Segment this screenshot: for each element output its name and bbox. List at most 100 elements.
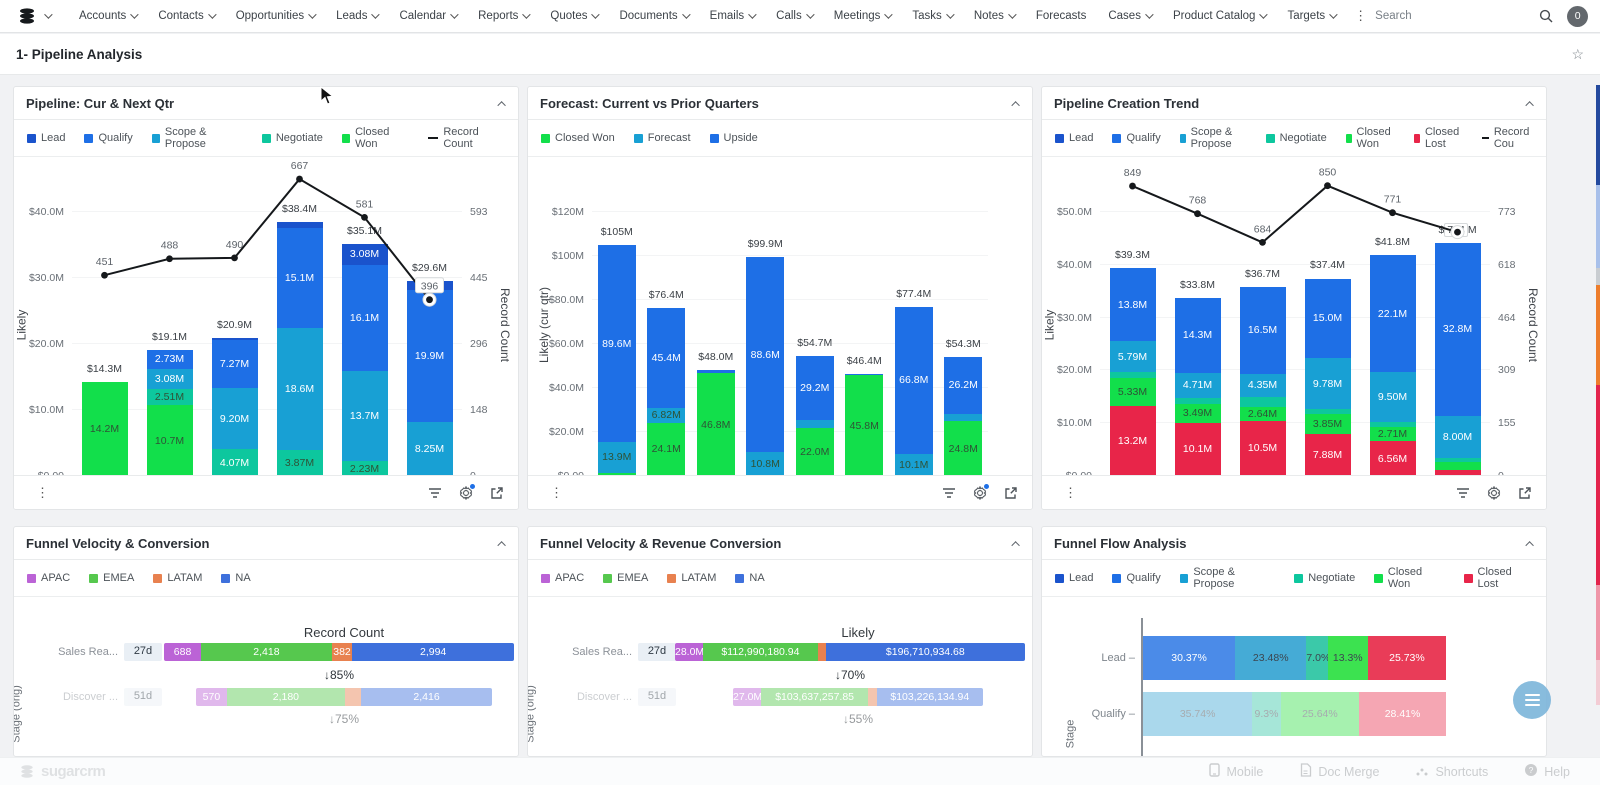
chart-bar-2023-may[interactable]: 3.87M 18.6M 15.1M [276, 222, 323, 476]
collapse-chevron-icon[interactable] [497, 534, 506, 552]
legend-item-scope-propose[interactable]: Scope & Propose [151, 126, 243, 150]
chart-bar-2023-mar[interactable]: 10.7M 2.51M 3.08M 2.73M [146, 350, 193, 476]
legend-item-closed-won[interactable]: Closed Won [1374, 566, 1445, 590]
flow-segment[interactable]: 9.3% [1252, 692, 1281, 736]
bar-segment[interactable] [1304, 409, 1351, 415]
bar-segment[interactable]: 3.85M [1304, 414, 1351, 435]
nav-item-calendar[interactable]: Calendar [399, 10, 459, 22]
nav-item-forecasts[interactable]: Forecasts [1036, 10, 1087, 22]
nav-item-documents[interactable]: Documents [619, 10, 691, 22]
bar-segment[interactable]: 3.49M [1174, 404, 1221, 423]
legend-item-apac[interactable]: APAC [541, 572, 584, 584]
chart-bar-2023-feb[interactable]: 8.00M 32.8M [1434, 242, 1481, 476]
funnel-segment[interactable] [817, 643, 826, 661]
chart-bar-2023-feb[interactable]: 14.2M [81, 382, 128, 476]
bar-segment[interactable]: 6.82M [647, 407, 686, 423]
favorite-star-icon[interactable]: ☆ [1571, 45, 1584, 62]
bar-segment[interactable]: 9.20M [211, 388, 258, 450]
flow-segment[interactable]: 35.74% [1143, 692, 1253, 736]
legend-item-scope-propose[interactable]: Scope & Propose [1179, 126, 1247, 150]
nav-item-leads[interactable]: Leads [336, 10, 381, 22]
bar-segment[interactable] [845, 373, 884, 376]
bar-segment[interactable]: 9.50M [1369, 372, 1416, 423]
funnel-segment[interactable]: $103,637,257.85 [760, 688, 869, 706]
bar-segment[interactable]: 3.08M [341, 244, 388, 265]
funnel-days-badge[interactable]: 51d [124, 688, 162, 706]
flow-segment[interactable]: 13.3% [1327, 636, 1368, 680]
filter-icon[interactable] [428, 487, 442, 499]
bar-segment[interactable]: 3.87M [276, 450, 323, 476]
bar-segment[interactable]: 4.35M [1239, 373, 1286, 397]
bar-segment[interactable] [1434, 461, 1481, 470]
funnel-segment[interactable]: $112,990,180.94 [703, 643, 818, 661]
legend-item-closed-won[interactable]: Closed Won [1345, 126, 1395, 150]
filter-icon[interactable] [942, 487, 956, 499]
bar-segment[interactable] [1174, 397, 1221, 405]
dashlet-menu-kebab-icon[interactable]: ⋮ [1064, 484, 1077, 500]
legend-item-lead[interactable]: Lead [1055, 572, 1093, 584]
chart-bar-2022-dec[interactable]: 7.88M 3.85M 9.78M 15.0M [1304, 278, 1351, 476]
bar-segment[interactable] [1434, 469, 1481, 476]
legend-item-qualify[interactable]: Qualify [1112, 132, 1161, 144]
legend-item-scope-propose[interactable]: Scope & Propose [1179, 566, 1275, 590]
collapse-chevron-icon[interactable] [497, 94, 506, 112]
bar-segment[interactable]: 15.0M [1304, 278, 1351, 358]
bar-segment[interactable]: 24.1M [647, 422, 686, 476]
flow-segment[interactable]: 7.0% [1306, 636, 1328, 680]
footer-link-mobile[interactable]: Mobile [1208, 763, 1263, 780]
funnel-segment[interactable]: 27.0M [733, 688, 761, 706]
funnel-segment[interactable]: 2,416 [361, 688, 492, 706]
bar-segment[interactable] [1109, 371, 1156, 379]
legend-item-latam[interactable]: LATAM [153, 572, 202, 584]
footer-link-help[interactable]: ? Help [1524, 763, 1570, 780]
bar-segment[interactable]: 66.8M [894, 306, 933, 454]
bar-segment[interactable]: 8.00M [1434, 415, 1481, 459]
bar-segment[interactable]: 6.56M [1369, 441, 1416, 476]
filter-icon[interactable] [1456, 487, 1470, 499]
settings-gear-icon[interactable] [1487, 485, 1501, 500]
collapse-chevron-icon[interactable] [1525, 534, 1534, 552]
bar-segment[interactable] [406, 280, 453, 291]
app-logo[interactable] [16, 6, 53, 26]
legend-item-negotiate[interactable]: Negotiate [1294, 572, 1355, 584]
bar-segment[interactable]: 2.64M [1239, 406, 1286, 421]
legend-item-apac[interactable]: APAC [27, 572, 70, 584]
legend-item-emea[interactable]: EMEA [603, 572, 648, 584]
bar-segment[interactable]: 7.88M [1304, 434, 1351, 476]
chart-bar-2023-q1-start[interactable]: 10.1M 66.8M [894, 306, 933, 476]
legend-item-lead[interactable]: Lead [1055, 132, 1093, 144]
bar-segment[interactable]: 10.8M [746, 452, 785, 476]
legend-item-record-count[interactable]: Record Count [428, 126, 505, 150]
dashlet-menu-kebab-icon[interactable]: ⋮ [36, 484, 49, 500]
export-icon[interactable] [1004, 486, 1018, 500]
nav-item-accounts[interactable]: Accounts [79, 10, 139, 22]
bar-segment[interactable]: 88.6M [746, 257, 785, 453]
legend-item-negotiate[interactable]: Negotiate [261, 132, 323, 144]
bar-segment[interactable]: 32.8M [1434, 242, 1481, 416]
chart-bar-2022-q3-same-day[interactable]: 24.1M 6.82M 45.4M [647, 308, 686, 476]
funnel-segment[interactable]: 2,418 [201, 643, 332, 661]
bar-segment[interactable]: 5.33M [1109, 378, 1156, 407]
bar-segment[interactable] [597, 472, 636, 476]
legend-item-closed-won[interactable]: Closed Won [541, 132, 615, 144]
funnel-segment[interactable]: 2,994 [352, 643, 514, 661]
funnel-segment[interactable]: $103,226,134.94 [876, 688, 983, 706]
export-icon[interactable] [1518, 486, 1532, 500]
bar-segment[interactable]: 13.7M [341, 370, 388, 462]
settings-gear-icon[interactable] [973, 483, 989, 500]
nav-item-emails[interactable]: Emails [710, 10, 757, 22]
chart-bar-2023-q1-today[interactable]: 24.8M 26.2M [944, 356, 983, 476]
nav-item-meetings[interactable]: Meetings [834, 10, 894, 22]
chart-bar-2023-jul[interactable]: 8.25M 19.9M [406, 280, 453, 476]
bar-segment[interactable]: 16.5M [1239, 286, 1286, 374]
bar-segment[interactable]: 14.3M [1174, 297, 1221, 374]
bar-segment[interactable]: 14.2M [81, 382, 128, 476]
chart-bar-2022-q4-start[interactable]: 10.8M 88.6M [746, 257, 785, 476]
chart-bar-2022-q3-end[interactable]: 46.8M [696, 370, 735, 476]
legend-item-latam[interactable]: LATAM [667, 572, 716, 584]
legend-item-na[interactable]: NA [735, 572, 765, 584]
nav-item-cases[interactable]: Cases [1108, 10, 1154, 22]
legend-item-negotiate[interactable]: Negotiate [1265, 132, 1327, 144]
dashlet-menu-kebab-icon[interactable]: ⋮ [550, 484, 563, 500]
funnel-segment[interactable]: 2,180 [226, 688, 345, 706]
